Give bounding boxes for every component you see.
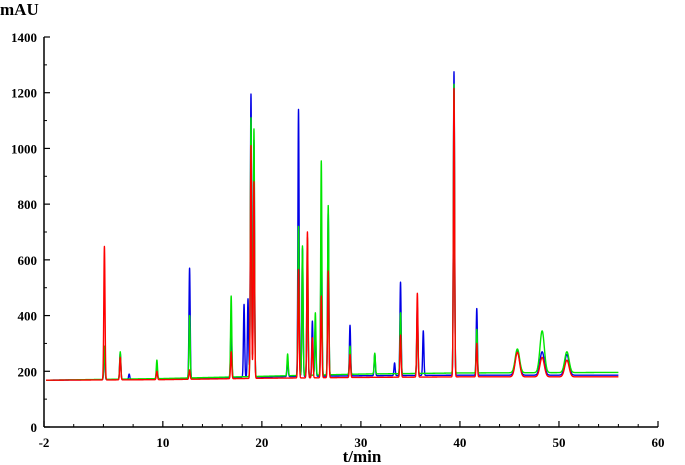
y-tick-label: 1000 bbox=[11, 141, 37, 156]
y-axis-ticks: 0 200 400 600 800 1000 1200 1400 bbox=[11, 30, 50, 435]
y-tick-label: 0 bbox=[31, 420, 38, 435]
x-tick-label: 10 bbox=[156, 435, 169, 450]
x-tick-label: 50 bbox=[552, 435, 565, 450]
x-tick-label: -2 bbox=[39, 435, 50, 450]
y-tick-label: 600 bbox=[18, 253, 38, 268]
x-axis-ticks: -2 10 20 30 40 50 60 bbox=[39, 421, 665, 450]
trace-line-2 bbox=[45, 83, 619, 381]
chromatogram-traces bbox=[45, 71, 619, 381]
y-tick-label: 1200 bbox=[11, 86, 37, 101]
trace-line-1 bbox=[45, 71, 619, 381]
x-tick-label: 30 bbox=[354, 435, 367, 450]
y-axis-title: mAU bbox=[0, 0, 39, 19]
trace-line-3 bbox=[45, 87, 619, 381]
x-axis-title: t/min bbox=[343, 447, 382, 465]
x-tick-label: 60 bbox=[652, 435, 665, 450]
x-tick-label: 20 bbox=[255, 435, 268, 450]
x-tick-label: 40 bbox=[453, 435, 466, 450]
y-tick-label: 200 bbox=[18, 364, 38, 379]
y-tick-label: 1400 bbox=[11, 30, 37, 45]
y-tick-label: 400 bbox=[18, 309, 38, 324]
y-tick-label: 800 bbox=[18, 197, 38, 212]
